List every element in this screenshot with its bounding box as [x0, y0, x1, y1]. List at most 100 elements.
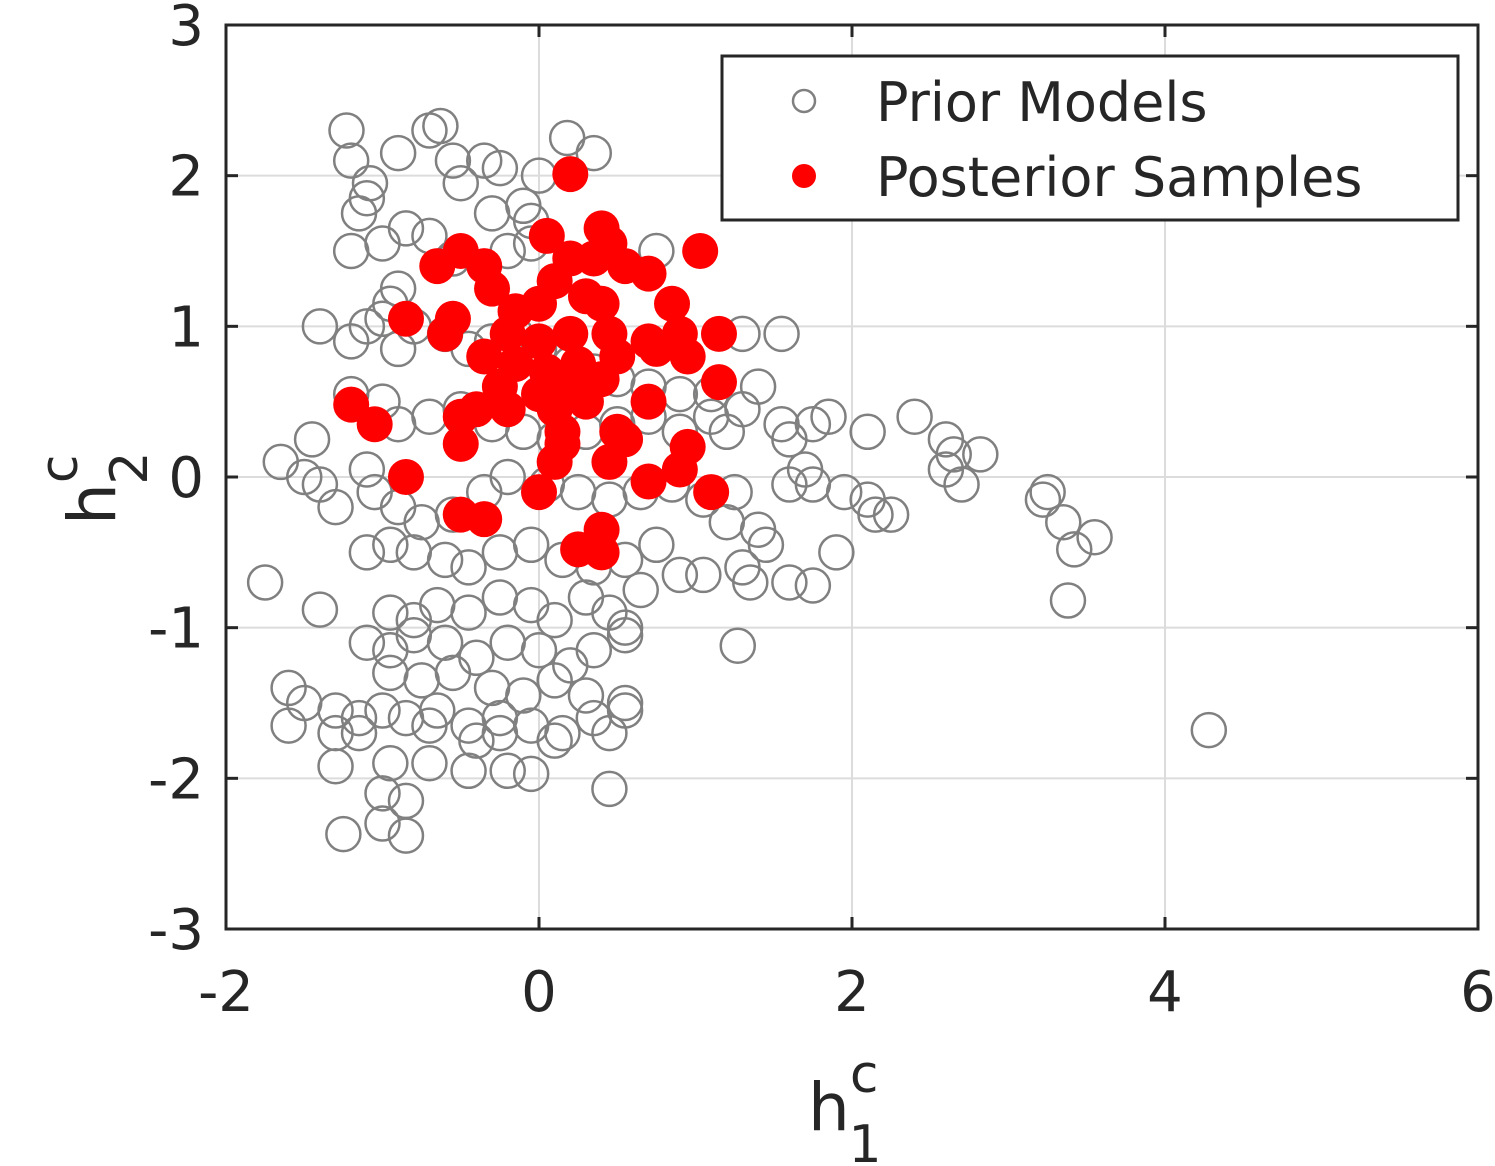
prior-model-point [395, 616, 433, 654]
prior-model-point [301, 308, 339, 345]
prior-model-point [364, 225, 401, 262]
prior-model-point [567, 579, 605, 616]
posterior-sample-point [682, 233, 719, 269]
prior-model-point [317, 748, 354, 785]
posterior-sample-point [700, 364, 737, 401]
prior-model-point [372, 654, 409, 692]
y-axis-label-sub: 2 [100, 451, 160, 484]
prior-model-point [379, 330, 417, 368]
posterior-sample-point [521, 474, 557, 511]
prior-model-point [622, 571, 659, 609]
legend-box [720, 54, 1460, 222]
y-tick-label: 2 [168, 145, 204, 210]
prior-model-point [379, 134, 417, 172]
prior-model-point [450, 594, 487, 631]
prior-model-point [747, 526, 785, 564]
prior-model-point [481, 579, 519, 616]
posterior-sample-point [661, 451, 698, 488]
prior-model-point [520, 632, 558, 669]
prior-model-point [771, 564, 808, 601]
prior-model-point [325, 815, 362, 853]
x-tick-label: 6 [1460, 960, 1495, 1025]
prior-model-point [872, 496, 910, 533]
prior-model-point [411, 707, 448, 744]
prior-model-point [372, 594, 409, 631]
prior-model-point [348, 180, 386, 217]
posterior-sample-point [700, 315, 737, 352]
prior-model-point [606, 609, 644, 646]
prior-model-point [575, 134, 613, 172]
prior-model-point [262, 443, 300, 481]
posterior-sample-point [466, 501, 503, 538]
prior-model-point [317, 488, 354, 526]
prior-model-point [450, 549, 487, 586]
prior-model-point [638, 526, 675, 564]
prior-model-point [606, 684, 644, 722]
prior-model-point [387, 817, 425, 854]
prior-model-point [411, 398, 448, 435]
prior-model-point [426, 624, 464, 661]
prior-model-point [465, 142, 503, 179]
prior-model-point [481, 714, 519, 752]
y-axis-label-sup: c [30, 455, 90, 484]
prior-model-point [395, 534, 433, 571]
prior-model-point [364, 775, 401, 812]
prior-model-point [356, 473, 393, 511]
prior-model-point [512, 526, 550, 564]
prior-model-point [1076, 519, 1113, 556]
posterior-sample-point [591, 443, 628, 480]
posterior-sample-point [489, 315, 526, 352]
prior-model-point [794, 567, 832, 604]
y-axis-label: hc 2 [30, 451, 160, 525]
prior-model-point [1045, 503, 1082, 541]
prior-model-point [591, 714, 628, 752]
prior-model-point [1024, 481, 1062, 518]
prior-model-point [708, 503, 746, 541]
posterior-sample-point [654, 285, 691, 322]
prior-model-point [739, 368, 777, 405]
prior-model-point [489, 624, 526, 661]
prior-model-point [591, 481, 628, 518]
posterior-sample-point [583, 534, 620, 571]
posterior-sample-point [521, 285, 557, 322]
prior-model-point [943, 466, 980, 503]
posterior-sample-point [638, 330, 675, 367]
posterior-sample-point [442, 398, 479, 435]
posterior-sample-point [489, 391, 526, 428]
posterior-sample-point [528, 217, 565, 254]
prior-model-point [810, 398, 847, 435]
prior-model-point [481, 534, 519, 571]
prior-model-point [512, 586, 550, 624]
prior-model-point [364, 805, 401, 842]
posterior-sample-point [387, 300, 424, 337]
x-axis-label-sup: c [850, 1045, 879, 1105]
x-axis-label-base: h [808, 1069, 850, 1146]
axis-ticks [224, 23, 1480, 931]
posterior-sample-point [552, 156, 589, 193]
x-axis-label-sub: 1 [848, 1115, 881, 1166]
prior-model-point [536, 601, 573, 639]
prior-model-point [473, 669, 511, 707]
x-tick-label: 0 [521, 960, 557, 1025]
prior-model-point [293, 421, 331, 458]
posterior-sample-point [536, 443, 573, 480]
prior-model-point [473, 195, 511, 232]
prior-model-point [536, 662, 573, 699]
prior-model-point [544, 714, 581, 752]
posterior-sample-point [567, 383, 604, 420]
prior-model-point [559, 473, 597, 511]
posterior-sample-point [356, 406, 393, 443]
prior-model-point [442, 164, 479, 202]
prior-model-point [458, 639, 495, 677]
posterior-sample-point [669, 338, 706, 375]
prior-model-point [317, 692, 354, 729]
posterior-sample-point [583, 285, 620, 322]
x-tick-label: -2 [198, 960, 254, 1025]
prior-model-point [340, 714, 378, 752]
prior-model-point [411, 745, 448, 782]
prior-model-point [434, 654, 472, 692]
prior-model-point [328, 112, 365, 149]
prior-model-point [896, 398, 933, 435]
y-tick-labels: -3 -2 -1 0 1 2 3 [148, 0, 204, 963]
prior-model-point [458, 722, 495, 759]
